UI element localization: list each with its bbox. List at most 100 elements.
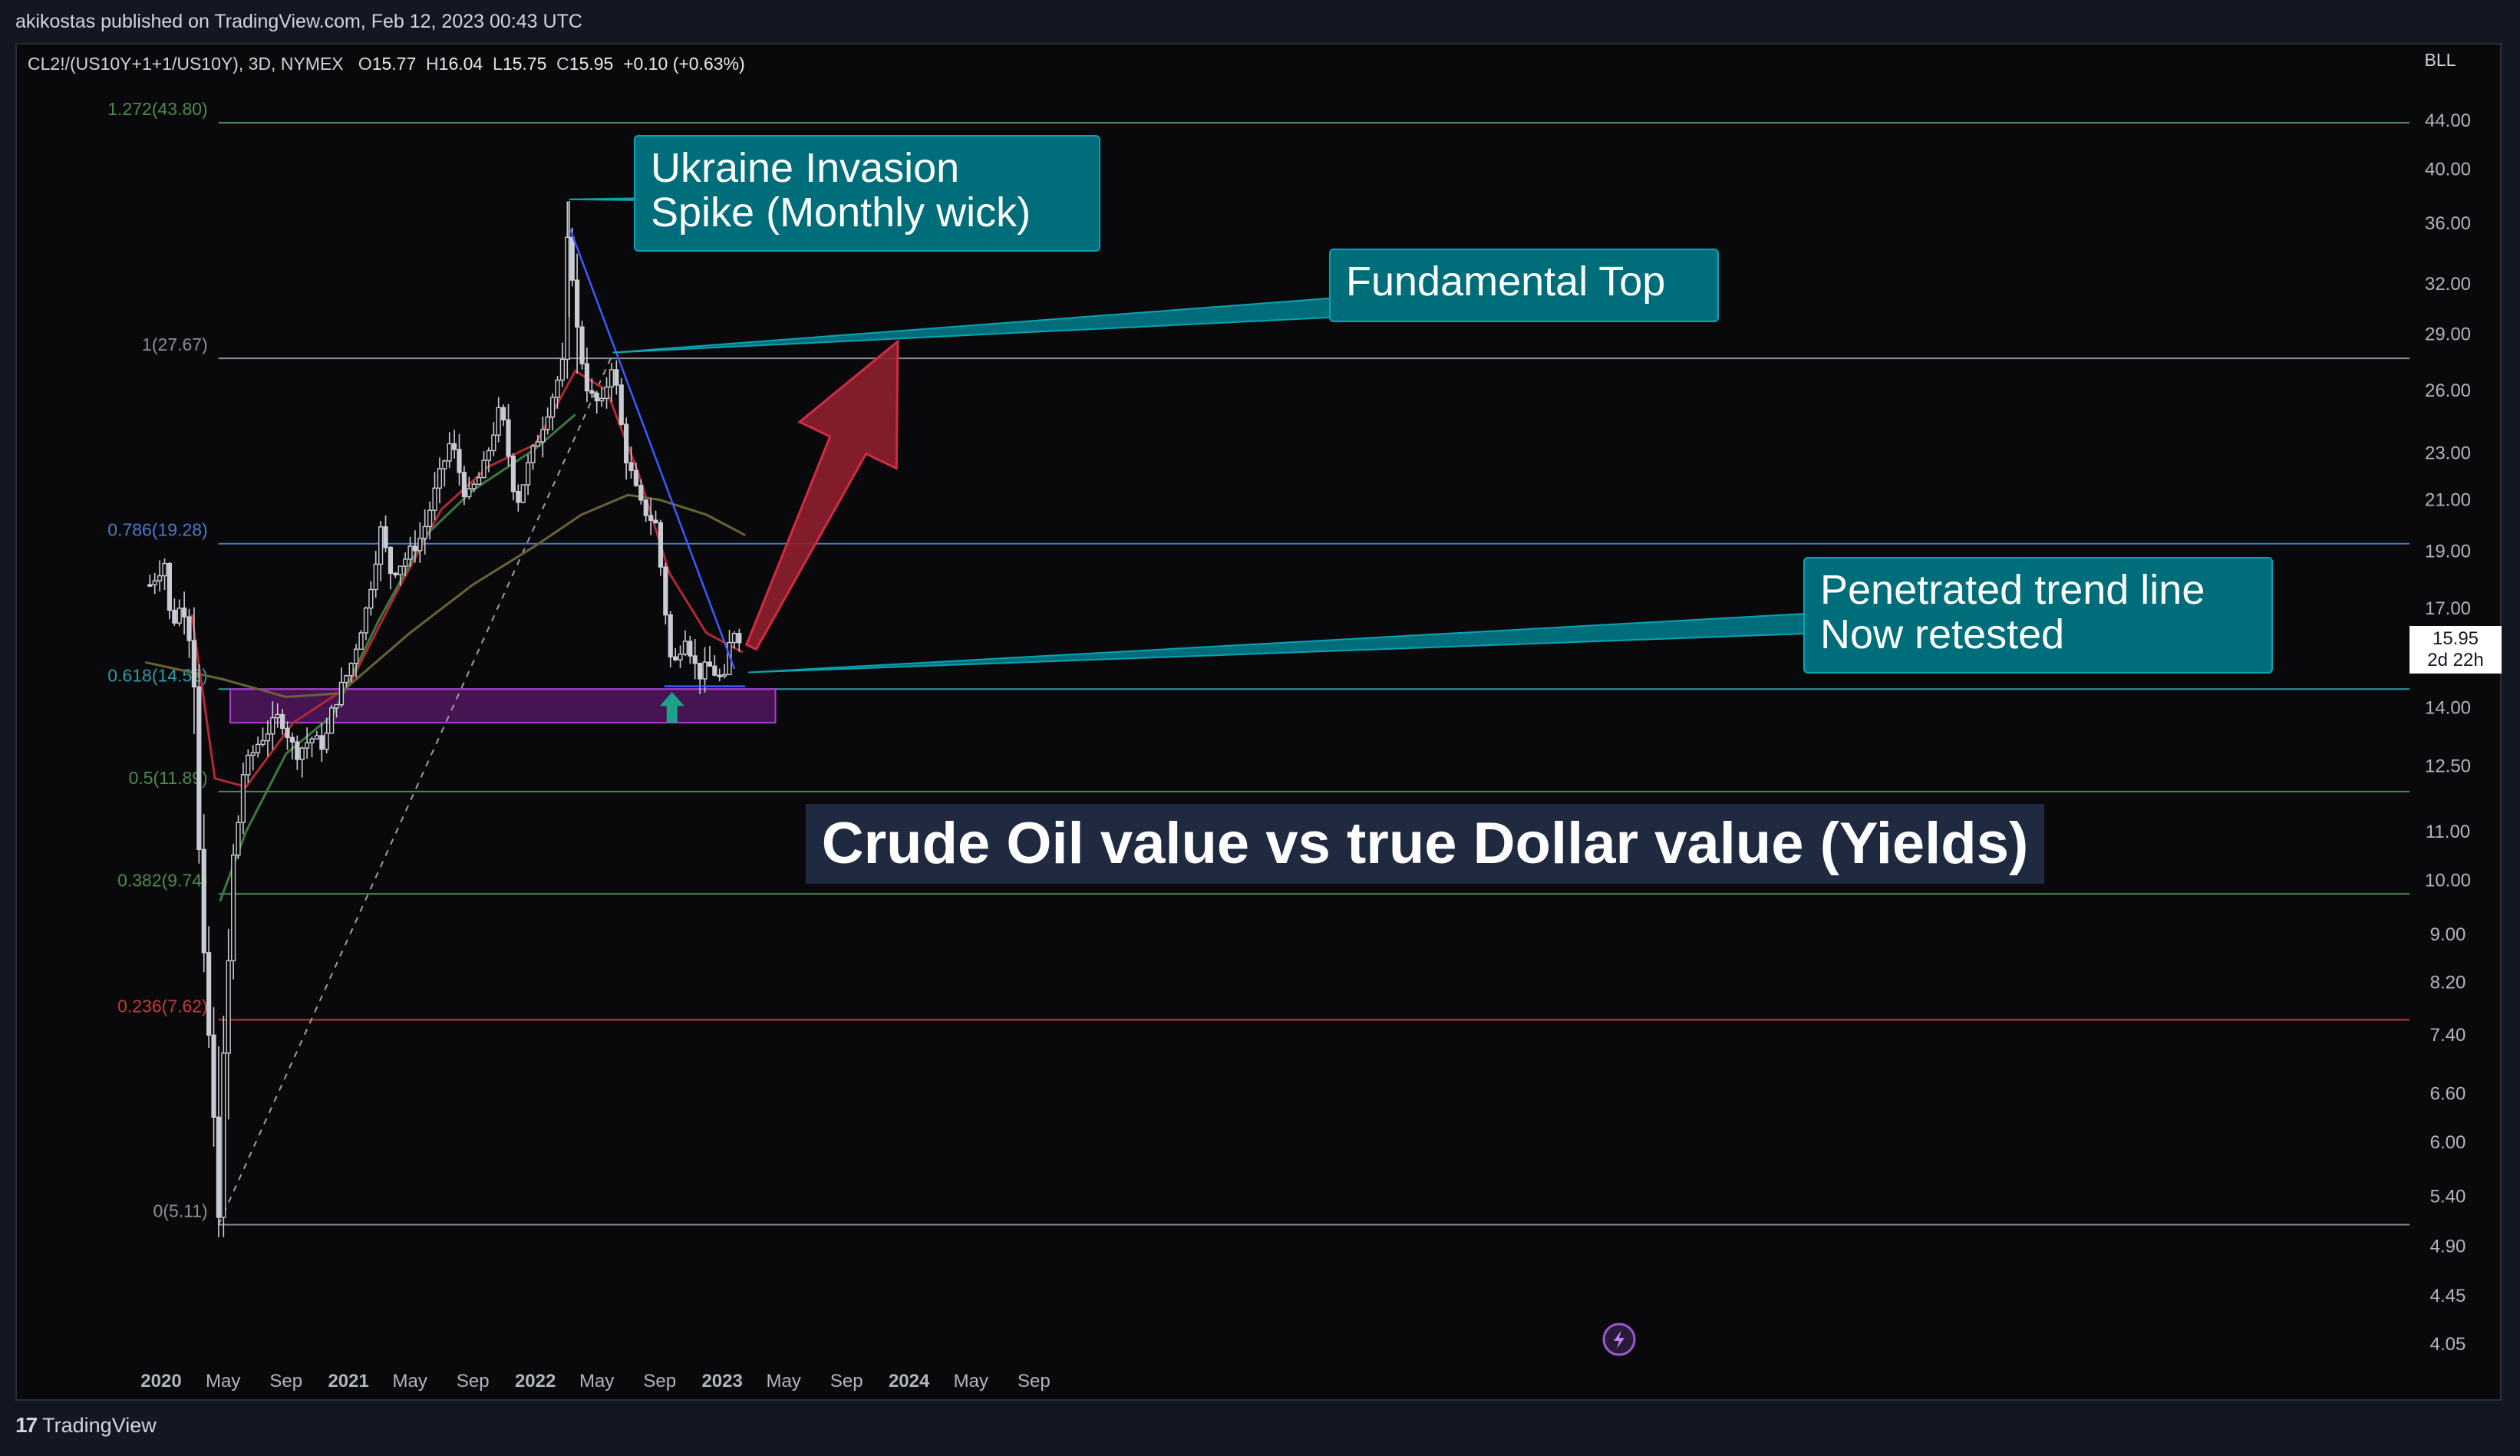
fib-level-label: 0(5.11) <box>153 1201 208 1221</box>
candle <box>712 655 717 677</box>
y-tick-label: 8.20 <box>2430 972 2466 993</box>
fib-level-label: 0.5(11.89) <box>129 768 208 788</box>
candle-body <box>329 707 335 734</box>
callout-penetrated-trendline[interactable]: Penetrated trend line Now retested <box>1803 557 2273 674</box>
candle <box>285 721 290 750</box>
candle <box>447 432 452 469</box>
candle <box>388 545 394 590</box>
candle <box>658 519 664 576</box>
x-tick-label: 2024 <box>889 1371 930 1392</box>
candle-body <box>471 483 477 489</box>
x-tick-label: May <box>579 1371 614 1392</box>
publisher-line: akikostas published on TradingView.com, … <box>15 11 582 32</box>
candle-body <box>383 526 388 548</box>
candle-body <box>633 469 639 486</box>
candle-body <box>589 390 595 394</box>
candle <box>501 404 506 427</box>
candle-body <box>614 369 619 386</box>
candle-body <box>172 609 177 624</box>
candle-body <box>299 747 305 760</box>
candle <box>633 463 639 487</box>
candle <box>295 735 300 770</box>
candle <box>692 638 698 680</box>
support-zone[interactable] <box>229 688 777 724</box>
candle <box>201 814 206 973</box>
candle <box>280 709 285 735</box>
candle-body <box>658 522 664 568</box>
fib-level-label: 0.236(7.62) <box>117 996 208 1016</box>
candle <box>338 667 345 708</box>
candle <box>682 630 688 657</box>
candle-body <box>594 392 599 402</box>
candle-body <box>403 558 408 567</box>
downtrend-line[interactable] <box>569 229 736 670</box>
up-arrow-icon <box>744 338 899 651</box>
candle-body <box>510 456 516 492</box>
candle <box>496 397 501 443</box>
candle-body <box>717 674 722 677</box>
candle-body <box>452 443 457 450</box>
candle-body <box>206 952 212 1036</box>
candle <box>678 645 683 668</box>
candle-body <box>648 515 654 521</box>
footer[interactable]: 17 TradingView <box>15 1413 157 1438</box>
candle <box>545 407 550 435</box>
candle <box>373 550 378 598</box>
candle-body <box>467 488 472 498</box>
candle-body <box>559 358 566 381</box>
candle-body <box>692 655 698 664</box>
y-tick-label: 12.50 <box>2425 756 2471 776</box>
y-tick-label: 14.00 <box>2425 698 2471 719</box>
candle <box>157 560 163 592</box>
candle-body <box>555 379 560 398</box>
candle-body <box>157 575 163 581</box>
candle-body <box>358 632 364 651</box>
candle <box>289 733 295 759</box>
candle-body <box>250 752 256 756</box>
lightning-icon[interactable] <box>1602 1323 1636 1356</box>
dashed-fib-line[interactable] <box>217 354 614 1225</box>
candle <box>628 446 634 479</box>
x-tick-label: 2023 <box>701 1371 742 1392</box>
x-tick-label: May <box>206 1371 240 1392</box>
x-tick-label: May <box>393 1371 427 1392</box>
y-tick-label: 4.05 <box>2430 1334 2466 1355</box>
ohlc-close-label: C <box>556 54 569 74</box>
candle <box>437 457 443 503</box>
callout-penetrated-line1: Penetrated trend line <box>1820 567 2205 613</box>
ohlc-change: +0.10 (+0.63%) <box>623 54 745 74</box>
candle-body <box>731 633 737 644</box>
fib-level-label: 0.786(19.28) <box>107 520 207 540</box>
callout-fundamental-top[interactable]: Fundamental Top <box>1329 249 1719 322</box>
x-tick-label: May <box>767 1371 801 1392</box>
candle-body <box>609 369 615 388</box>
candle-body <box>256 743 261 753</box>
candle <box>221 1016 226 1237</box>
candle <box>614 360 619 395</box>
candle <box>663 562 668 624</box>
candle-body <box>526 462 531 486</box>
candle-body <box>240 774 246 823</box>
fib-level-label: 0.618(14.52) <box>107 665 207 685</box>
candle <box>486 447 492 473</box>
candle-body <box>442 460 447 469</box>
callout-ukraine-invasion[interactable]: Ukraine Invasion Spike (Monthly wick) <box>634 135 1100 252</box>
symbol-legend[interactable]: CL2!/(US10Y+1+1/US10Y), 3D, NYMEX O15.77… <box>28 54 745 74</box>
candle <box>309 736 315 758</box>
candle <box>530 443 536 470</box>
candle <box>275 703 280 728</box>
candle-body <box>491 434 496 452</box>
candle-body <box>496 407 501 436</box>
candle <box>698 663 703 694</box>
candle-body <box>363 607 369 634</box>
ohlc-open: 15.77 <box>371 54 417 74</box>
candle-body <box>407 545 413 560</box>
candle-body <box>393 572 398 576</box>
candle-body <box>246 754 251 776</box>
candle-body <box>682 641 688 655</box>
candle <box>344 674 349 688</box>
symbol-name[interactable]: CL2!/(US10Y+1+1/US10Y), 3D, NYMEX <box>28 54 344 74</box>
y-tick-label: 21.00 <box>2425 490 2471 511</box>
arrow-up-marker-icon[interactable] <box>659 692 684 723</box>
